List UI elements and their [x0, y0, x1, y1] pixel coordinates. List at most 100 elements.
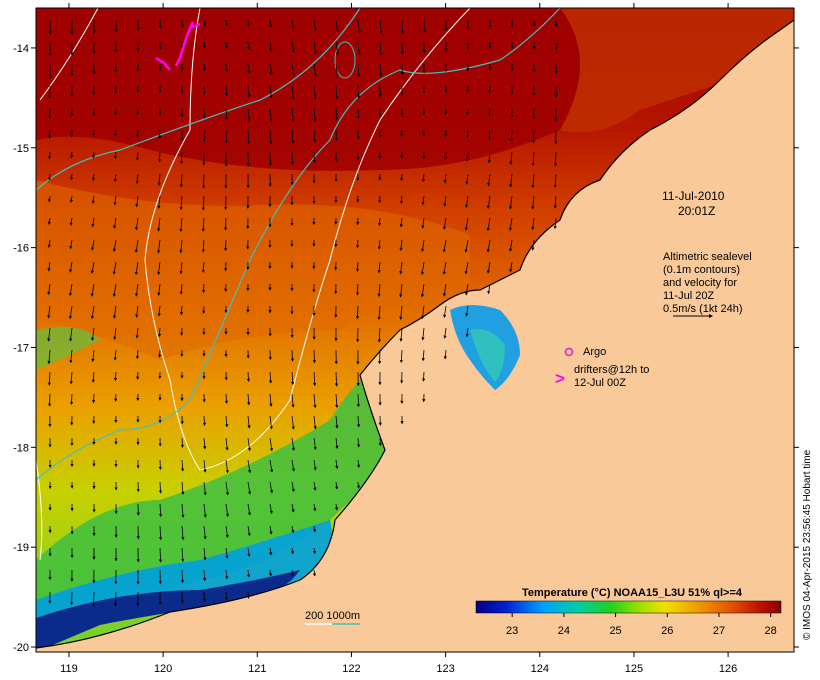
velocity-arrow	[157, 151, 162, 163]
altimetry-line-4: 11-Jul 20Z	[663, 290, 714, 302]
velocity-arrow	[69, 371, 73, 385]
velocity-arrow	[113, 327, 117, 340]
velocity-arrow	[68, 283, 73, 297]
velocity-arrow	[291, 481, 295, 493]
velocity-arrow	[465, 129, 470, 139]
velocity-arrow	[247, 85, 251, 98]
velocity-arrow	[509, 239, 513, 252]
velocity-arrow	[356, 415, 361, 428]
velocity-arrow	[112, 283, 117, 297]
velocity-arrow	[201, 217, 205, 232]
velocity-arrow	[269, 129, 273, 145]
lon-tick-label: 119	[60, 663, 78, 675]
velocity-arrow	[47, 305, 51, 319]
velocity-arrow	[509, 261, 513, 273]
velocity-arrow	[377, 261, 381, 274]
velocity-arrow	[357, 85, 361, 99]
velocity-arrow	[553, 195, 557, 209]
velocity-arrow	[291, 41, 295, 53]
velocity-arrow	[112, 239, 117, 252]
velocity-arrow	[421, 349, 425, 362]
velocity-arrow	[247, 107, 251, 122]
velocity-arrow	[464, 283, 469, 296]
velocity-arrow	[443, 349, 447, 360]
velocity-arrow	[443, 151, 448, 161]
velocity-arrow	[203, 569, 207, 582]
velocity-arrow	[291, 525, 295, 534]
velocity-arrow	[179, 305, 184, 316]
velocity-arrow	[400, 41, 405, 55]
velocity-arrow	[69, 349, 73, 364]
velocity-arrow	[247, 393, 251, 406]
velocity-arrow	[312, 525, 317, 533]
velocity-arrow	[112, 261, 117, 275]
velocity-arrow	[291, 437, 296, 451]
velocity-arrow	[47, 217, 52, 225]
velocity-arrow	[135, 327, 139, 339]
colorbar-tick-label: 28	[765, 625, 777, 637]
velocity-arrow	[313, 481, 317, 491]
contour-legend: 200 1000m	[305, 610, 360, 625]
velocity-arrow	[181, 481, 185, 495]
velocity-arrow	[91, 195, 95, 205]
velocity-arrow	[181, 503, 185, 518]
velocity-arrow	[291, 503, 295, 513]
velocity-arrow	[335, 459, 339, 470]
velocity-arrow	[91, 173, 96, 182]
velocity-arrow	[225, 437, 229, 451]
velocity-arrow	[47, 261, 51, 272]
velocity-arrow	[224, 19, 229, 27]
velocity-arrow	[379, 19, 383, 35]
velocity-arrow	[399, 349, 403, 364]
velocity-arrow	[335, 41, 339, 56]
velocity-arrow	[179, 173, 183, 188]
velocity-arrow	[113, 173, 117, 183]
velocity-arrow	[421, 239, 425, 253]
velocity-arrow	[201, 239, 205, 253]
velocity-arrow	[91, 327, 95, 341]
velocity-arrow	[157, 217, 161, 232]
velocity-arrow	[113, 371, 118, 382]
velocity-arrow	[334, 503, 339, 511]
velocity-arrow	[70, 129, 74, 138]
velocity-arrow	[422, 371, 426, 382]
velocity-arrow	[202, 19, 206, 27]
velocity-arrow	[377, 217, 382, 227]
velocity-arrow	[357, 41, 361, 56]
velocity-arrow	[531, 129, 536, 144]
lon-tick-label: 125	[625, 663, 643, 675]
velocity-arrow	[91, 349, 95, 363]
velocity-arrow	[553, 217, 557, 230]
velocity-arrow	[399, 283, 403, 298]
velocity-arrow	[335, 85, 339, 100]
velocity-arrow	[421, 327, 425, 341]
altimetry-line-1: Altimetric sealevel	[663, 251, 752, 263]
velocity-arrow	[246, 591, 250, 599]
velocity-arrow	[224, 107, 229, 121]
velocity-arrow	[421, 217, 425, 229]
velocity-arrow	[225, 415, 229, 428]
velocity-arrow	[290, 569, 295, 577]
velocity-arrow	[355, 305, 360, 320]
velocity-arrow	[335, 19, 339, 33]
altimetry-legend: Altimetric sealevel (0.1m contours) and …	[663, 251, 752, 318]
plot-frame	[35, 7, 795, 653]
velocity-arrow	[48, 173, 52, 181]
velocity-arrow	[269, 85, 273, 99]
bathymetry-1000m-seamount	[334, 41, 356, 79]
velocity-arrow	[90, 261, 95, 274]
velocity-arrow	[399, 327, 403, 342]
velocity-arrow	[399, 195, 404, 205]
altimetry-line-2: (0.1m contours)	[663, 264, 740, 276]
velocity-arrow	[247, 503, 252, 516]
velocity-arrow	[378, 63, 383, 77]
velocity-arrow	[201, 195, 206, 211]
velocity-arrow	[113, 151, 118, 160]
velocity-vectors	[47, 19, 558, 607]
velocity-arrow	[442, 261, 447, 275]
velocity-arrow	[47, 195, 52, 203]
velocity-arrow	[509, 129, 514, 142]
velocity-arrow	[269, 481, 274, 494]
lat-tick-label: -18	[13, 442, 29, 454]
map-plot-area	[36, 8, 794, 652]
